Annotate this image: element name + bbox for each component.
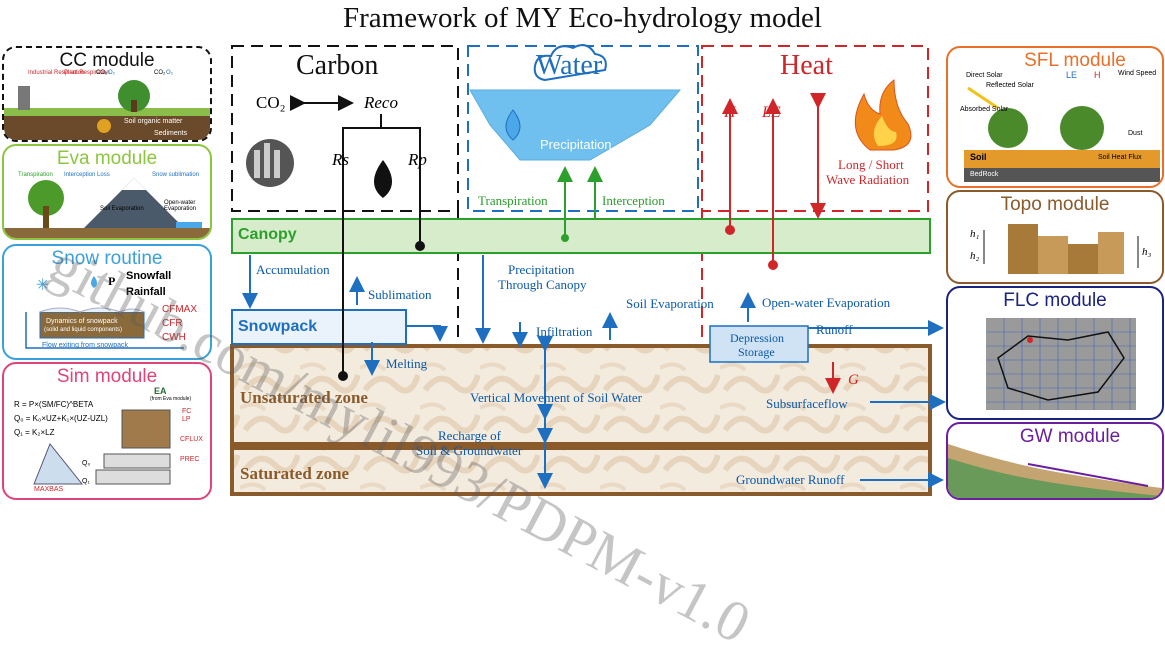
le-label: LE [762,104,781,121]
heat-header: Heat [780,50,833,81]
rs-label: Rs [332,150,349,169]
canopy-layer [231,218,931,254]
rp-label: Rp [408,150,427,169]
cc-module: CC module Industrial Respiration Plant R… [2,46,212,142]
saturated-zone-layer [230,446,932,496]
accumulation-label: Accumulation [256,262,330,277]
snow-module-title: Snow routine [51,248,163,269]
precip-through-canopy-1: Precipitation [508,262,575,277]
open-water-evaporation-label: Open-water Evaporation [762,295,891,310]
precipitation-label: Precipitation [540,137,612,152]
radiation-label-1: Long / Short [838,157,904,172]
snow-routine-module: Snow routine ✳ P Snowfall Rainfall CFMAX… [2,244,212,360]
recharge-label-1: Recharge of [438,428,501,443]
precip-through-canopy-2: Through Canopy [498,277,587,292]
flc-module: FLC module [946,286,1164,420]
gw-module: GW module [946,422,1164,500]
vertical-movement-label: Vertical Movement of Soil Water [470,390,643,405]
melting-label: Melting [386,356,428,371]
eva-module-title: Eva module [56,148,158,169]
topo-module-title: Topo module [1000,194,1110,215]
radiation-label-2: Wave Radiation [826,172,910,187]
carbon-header: Carbon [296,50,379,81]
sfl-module: SFL module Direct Solar Reflected Solar … [946,46,1164,188]
sim-module-title: Sim module [56,366,158,387]
transpiration-label: Transpiration [478,193,548,208]
g-label: G [848,372,859,388]
saturated-zone-label: Saturated zone [240,464,350,483]
flc-module-title: FLC module [1003,290,1107,311]
soil-evaporation-label: Soil Evaporation [626,296,714,311]
snowpack-label: Snowpack [238,318,318,335]
depression-storage [709,325,809,363]
unsaturated-zone-layer [230,344,932,446]
co2-label: CO₂ [256,93,286,112]
depression-label-2: Storage [738,345,775,359]
cc-module-title: CC module [59,50,155,71]
sim-module: Sim module R = P×(SM/FC)^BETA Q₀ = K₀×UZ… [2,362,212,500]
sfl-module-title: SFL module [1024,50,1126,71]
topo-module: Topo module h₁ h₂ h₃ [946,190,1164,284]
interception-label: Interception [602,193,665,208]
water-header: Water [536,50,603,81]
reco-label: Reco [364,93,398,112]
runoff-label: Runoff [816,322,853,337]
canopy-label: Canopy [238,226,297,243]
carbon-panel [231,45,459,212]
h-label: H [724,104,736,121]
groundwater-runoff-label: Groundwater Runoff [736,472,845,487]
eva-module: Eva module Transpiration Interception Lo… [2,144,212,240]
infiltration-label: Infiltration [536,324,593,339]
unsaturated-zone-label: Unsaturated zone [240,388,368,407]
recharge-label-2: Soil & Groundwater [416,443,523,458]
framework-diagram [230,44,946,496]
gw-module-title: GW module [1019,426,1121,447]
depression-label-1: Depression [730,331,784,345]
page-title: Framework of MY Eco-hydrology model [343,2,822,34]
subsurfaceflow-label: Subsurfaceflow [766,396,848,411]
svg-text:✳: ✳ [36,277,49,294]
sublimation-label: Sublimation [368,287,432,302]
